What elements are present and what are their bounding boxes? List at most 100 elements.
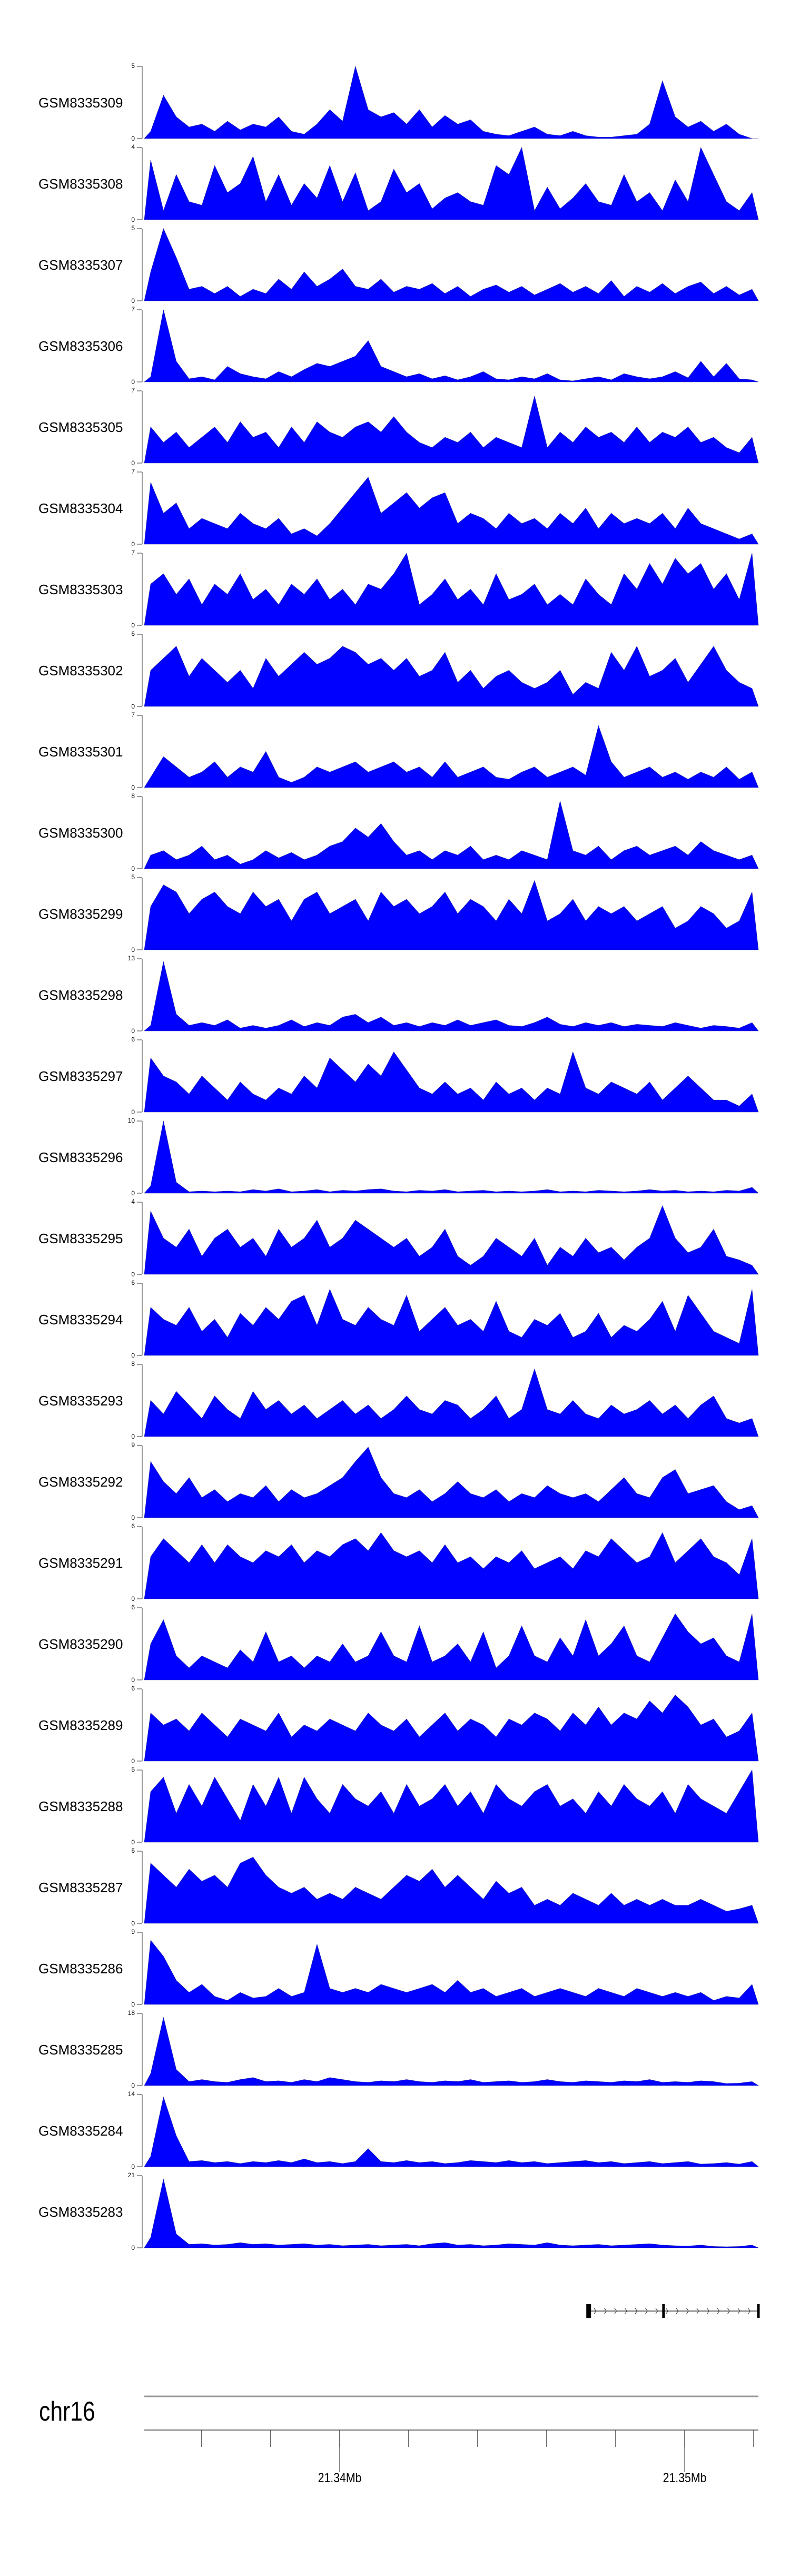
y-tick-label-max: 7	[131, 711, 135, 719]
y-tick-label-max: 5	[131, 62, 135, 70]
y-tick-label-zero: 0	[131, 1514, 135, 1521]
y-tick-label-zero: 0	[131, 216, 135, 223]
y-tick-label-max: 6	[131, 1279, 135, 1286]
signal-area-GSM8335299	[144, 880, 759, 950]
y-tick-label-zero: 0	[131, 2082, 135, 2089]
track-label: GSM8335296	[38, 1149, 123, 1165]
y-tick-label-zero: 0	[131, 784, 135, 791]
y-tick-label-max: 6	[131, 1847, 135, 1854]
signal-area-GSM8335306	[144, 309, 759, 382]
y-tick-label-max: 5	[131, 873, 135, 881]
y-tick-label-zero: 0	[131, 1271, 135, 1278]
y-tick-label-max: 13	[127, 955, 135, 962]
signal-area-GSM8335297	[144, 1051, 759, 1113]
signal-area-GSM8335300	[144, 801, 759, 869]
y-tick-label-max: 14	[127, 2090, 135, 2098]
y-tick-label-zero: 0	[131, 297, 135, 304]
signal-area-GSM8335289	[144, 1694, 759, 1762]
y-tick-label-zero: 0	[131, 1027, 135, 1035]
strand-arrow-icon	[665, 2307, 668, 2315]
signal-area-GSM8335293	[144, 1368, 759, 1437]
track-label: GSM8335297	[38, 1068, 123, 1084]
track-label: GSM8335300	[38, 824, 123, 841]
strand-arrow-icon	[717, 2307, 720, 2315]
signal-area-GSM8335302	[144, 646, 759, 707]
x-tick-label: 21.34Mb	[318, 2471, 362, 2485]
y-tick-label-zero: 0	[131, 378, 135, 386]
track-label: GSM8335299	[38, 906, 123, 922]
track-label: GSM8335290	[38, 1636, 123, 1652]
y-tick-label-zero: 0	[131, 1757, 135, 1765]
strand-arrow-icon	[676, 2307, 679, 2315]
y-tick-label-zero: 0	[131, 946, 135, 953]
y-tick-label-zero: 0	[131, 865, 135, 872]
track-label: GSM8335289	[38, 1717, 123, 1733]
track-label: GSM8335304	[38, 500, 123, 516]
y-tick-label-max: 21	[127, 2171, 135, 2179]
y-tick-label-zero: 0	[131, 2001, 135, 2008]
y-tick-label-max: 18	[127, 2009, 135, 2017]
track-label: GSM8335283	[38, 2204, 123, 2220]
y-tick-label-max: 8	[131, 1360, 135, 1368]
y-tick-label-zero: 0	[131, 1189, 135, 1197]
track-label: GSM8335306	[38, 338, 123, 354]
y-tick-label-max: 6	[131, 630, 135, 637]
y-tick-label-zero: 0	[131, 1433, 135, 1440]
signal-area-GSM8335304	[144, 477, 759, 545]
y-tick-label-max: 7	[131, 549, 135, 556]
strand-arrow-icon	[706, 2307, 709, 2315]
signal-area-GSM8335283	[144, 2179, 759, 2248]
x-tick-label: 21.35Mb	[663, 2471, 707, 2485]
y-tick-label-zero: 0	[131, 622, 135, 629]
track-label: GSM8335301	[38, 743, 123, 760]
track-label: GSM8335295	[38, 1230, 123, 1246]
signal-area-GSM8335308	[144, 147, 759, 220]
track-label: GSM8335305	[38, 419, 123, 435]
y-tick-label-zero: 0	[131, 459, 135, 467]
y-tick-label-zero: 0	[131, 1352, 135, 1359]
y-tick-label-max: 4	[131, 143, 135, 151]
track-label: GSM8335293	[38, 1392, 123, 1409]
signal-area-GSM8335305	[144, 396, 759, 464]
track-label: GSM8335302	[38, 662, 123, 679]
y-tick-label-zero: 0	[131, 2244, 135, 2251]
chromosome-label: chr16	[39, 2396, 95, 2427]
y-tick-label-max: 9	[131, 1928, 135, 1935]
signal-area-GSM8335286	[144, 1940, 759, 2005]
strand-arrow-icon	[686, 2307, 689, 2315]
y-tick-label-zero: 0	[131, 540, 135, 548]
signal-area-GSM8335298	[144, 961, 759, 1031]
signal-area-GSM8335284	[144, 2096, 759, 2167]
y-tick-label-max: 10	[127, 1117, 135, 1124]
signal-area-GSM8335285	[144, 2017, 759, 2086]
signal-area-GSM8335295	[144, 1205, 759, 1275]
track-label: GSM8335291	[38, 1555, 123, 1571]
strand-arrow-icon	[645, 2307, 648, 2315]
track-label: GSM8335287	[38, 1879, 123, 1895]
signal-area-GSM8335290	[144, 1613, 759, 1680]
track-label: GSM8335303	[38, 581, 123, 597]
signal-area-GSM8335303	[144, 553, 759, 626]
y-tick-label-max: 7	[131, 306, 135, 313]
track-label: GSM8335308	[38, 175, 123, 192]
y-tick-label-zero: 0	[131, 1676, 135, 1684]
signal-area-GSM8335307	[144, 228, 759, 301]
y-tick-label-zero: 0	[131, 1838, 135, 1846]
y-tick-label-max: 7	[131, 468, 135, 475]
strand-arrow-icon	[737, 2307, 740, 2315]
gene-exon	[662, 2304, 665, 2318]
strand-arrow-icon	[624, 2307, 627, 2315]
signal-area-GSM8335291	[144, 1532, 759, 1599]
y-tick-label-zero: 0	[131, 1595, 135, 1602]
y-tick-label-max: 9	[131, 1441, 135, 1449]
gene-exon	[757, 2304, 760, 2318]
track-label: GSM8335286	[38, 1960, 123, 1977]
track-label: GSM8335294	[38, 1311, 123, 1328]
y-tick-label-max: 4	[131, 1198, 135, 1205]
y-tick-label-zero: 0	[131, 1920, 135, 1927]
y-tick-label-max: 6	[131, 1036, 135, 1043]
y-tick-label-max: 8	[131, 792, 135, 800]
track-label: GSM8335309	[38, 94, 123, 111]
y-tick-label-zero: 0	[131, 2163, 135, 2170]
y-tick-label-max: 6	[131, 1522, 135, 1530]
